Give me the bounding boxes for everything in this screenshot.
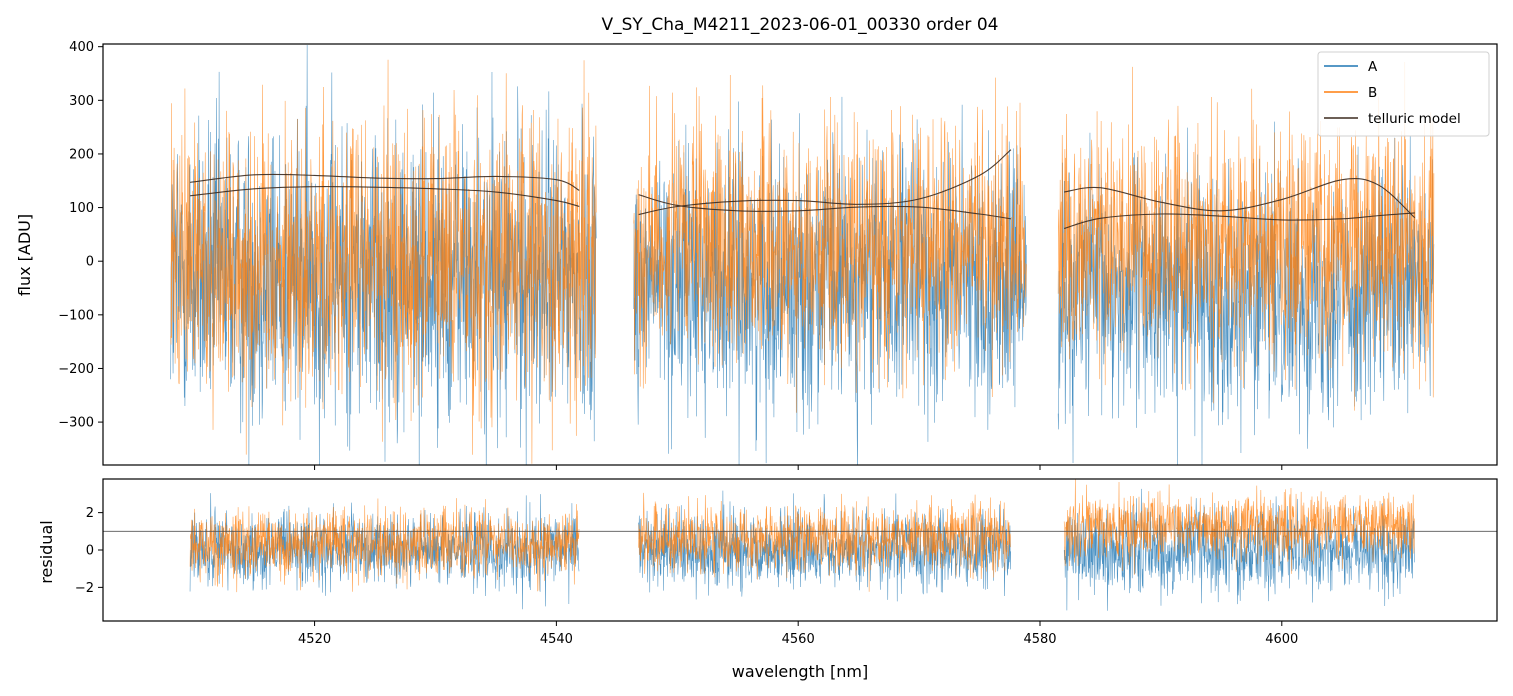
flux-axes-frame xyxy=(102,43,1498,466)
flux-y-axis-label: flux [ADU] xyxy=(15,214,34,296)
telluric-model-lines xyxy=(189,149,1416,230)
telluric-model-segment-5 xyxy=(1064,212,1415,230)
residual-y-ticks: −2 0 2 xyxy=(75,506,103,596)
flux-y-tick-label: −100 xyxy=(58,308,94,323)
residual-panel: −2 0 2 4520 4540 4560 4580 4600 residual wavel… xyxy=(37,478,1498,681)
x-tick-label: 4580 xyxy=(1023,632,1056,647)
flux-y-ticks: −300 −200 −100 0 100 200 300 400 xyxy=(58,40,103,431)
noise-segment-b-4 xyxy=(633,74,1027,413)
residual-y-axis-label: residual xyxy=(37,520,56,583)
legend-label-a: A xyxy=(1368,59,1378,75)
telluric-model-segment-3 xyxy=(638,194,1012,220)
x-tick-label: 4540 xyxy=(540,632,573,647)
noise-segment-b-3 xyxy=(170,59,597,464)
residual-x-ticks: 4520 4540 4560 4580 4600 xyxy=(298,621,1298,647)
telluric-model-segment-4 xyxy=(1064,178,1416,219)
residual-y-tick-label: 0 xyxy=(86,544,94,559)
series-b-flux xyxy=(170,59,1435,464)
x-axis-label: wavelength [nm] xyxy=(732,662,869,681)
legend: A B telluric model xyxy=(1317,51,1490,137)
flux-x-ticks xyxy=(314,465,1283,470)
flux-y-tick-label: −200 xyxy=(58,362,94,377)
noise-segment-b-3 xyxy=(189,498,580,593)
residual-y-tick-label: −2 xyxy=(75,581,94,596)
chart-title: V_SY_Cha_M4211_2023-06-01_00330 order 04 xyxy=(602,15,999,35)
telluric-model-segment-0 xyxy=(189,173,580,191)
flux-panel: −300 −200 −100 0 100 200 300 400 flux [ADU] xyxy=(15,40,1498,470)
residual-y-tick-label: 2 xyxy=(86,506,94,521)
noise-segment-b-4 xyxy=(638,492,1011,592)
flux-y-tick-label: 300 xyxy=(69,94,94,109)
noise-segment-a-0 xyxy=(189,493,580,610)
legend-box xyxy=(1317,51,1490,137)
flux-y-tick-label: −300 xyxy=(58,416,94,431)
flux-y-tick-label: 200 xyxy=(69,147,94,162)
flux-y-tick-label: 0 xyxy=(86,255,94,270)
x-tick-label: 4600 xyxy=(1265,632,1298,647)
noise-segment-b-5 xyxy=(1057,61,1435,411)
telluric-model-segment-1 xyxy=(189,186,580,208)
legend-label-b: B xyxy=(1368,85,1377,101)
x-tick-label: 4520 xyxy=(298,632,331,647)
flux-y-tick-label: 100 xyxy=(69,201,94,216)
flux-y-tick-label: 400 xyxy=(69,40,94,55)
series-b-residual xyxy=(189,479,1415,593)
legend-label-telluric: telluric model xyxy=(1368,111,1461,127)
noise-segment-b-5 xyxy=(1063,479,1415,575)
noise-segment-a-2 xyxy=(1063,488,1415,611)
x-tick-label: 4560 xyxy=(782,632,815,647)
